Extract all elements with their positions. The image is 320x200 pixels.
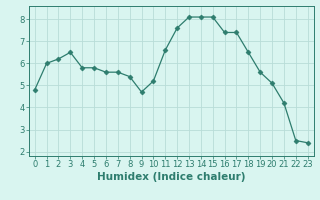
- X-axis label: Humidex (Indice chaleur): Humidex (Indice chaleur): [97, 172, 245, 182]
